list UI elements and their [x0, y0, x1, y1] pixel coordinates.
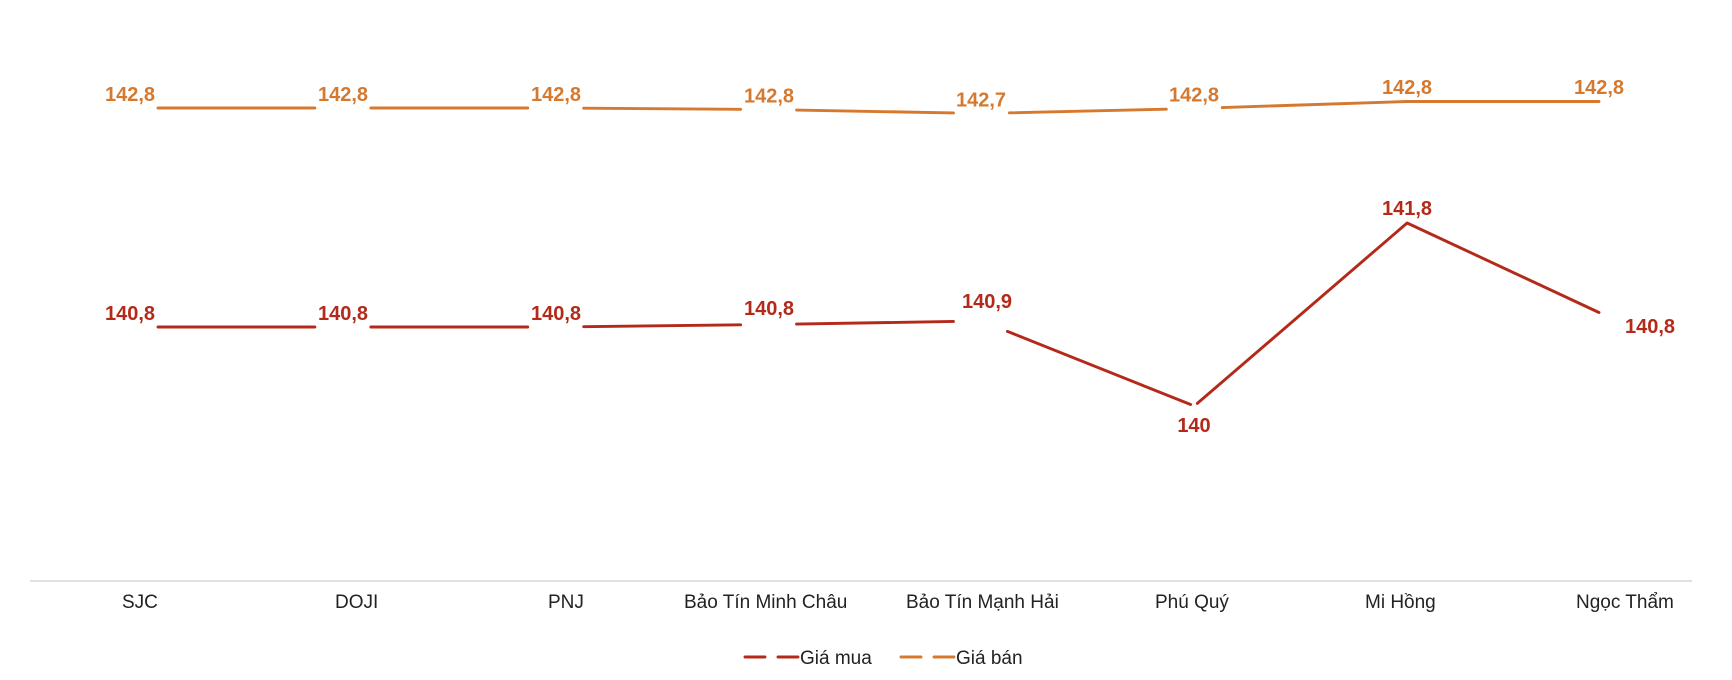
- svg-text:Giá mua: Giá mua: [800, 648, 872, 669]
- svg-text:Giá bán: Giá bán: [956, 648, 1023, 669]
